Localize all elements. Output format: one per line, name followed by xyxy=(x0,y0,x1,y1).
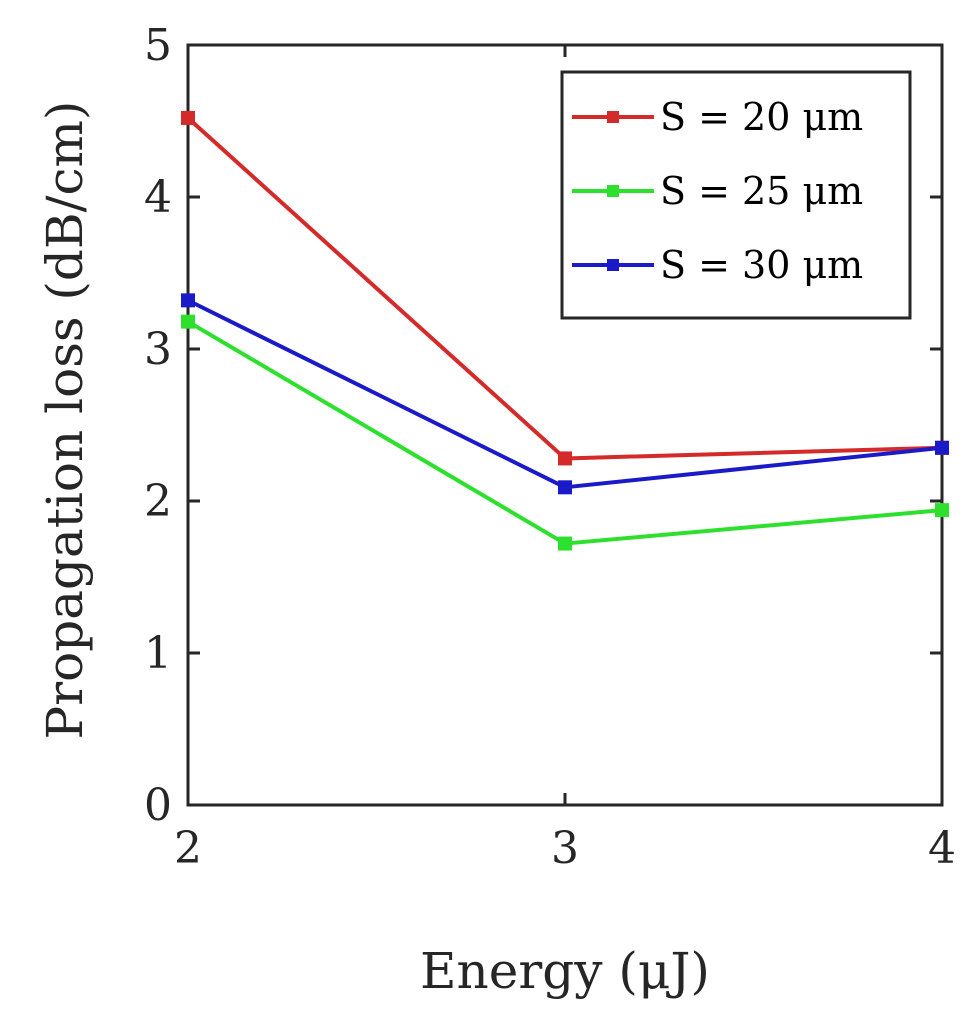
series-3-marker xyxy=(558,480,572,495)
y-tick-label: 1 xyxy=(144,628,172,679)
axes: 0 1 2 3 4 5 2 3 4 xyxy=(144,20,956,874)
legend-label-1: S = 20 μm xyxy=(660,95,863,139)
legend-box xyxy=(560,70,912,320)
legend-marker-1 xyxy=(607,111,619,123)
series-2-marker xyxy=(558,536,572,551)
series-1-marker xyxy=(181,110,195,125)
series-1-marker xyxy=(558,451,572,466)
y-tick-label: 5 xyxy=(144,20,172,71)
legend: S = 20 μm S = 25 μm S = 30 μm xyxy=(560,70,912,320)
series-group xyxy=(181,110,949,551)
legend-marker-2 xyxy=(607,185,619,197)
legend-marker-3 xyxy=(607,259,619,271)
y-tick-label: 4 xyxy=(144,172,172,223)
x-tick-label: 4 xyxy=(928,823,956,874)
series-3-marker xyxy=(935,440,949,455)
y-tick-label: 0 xyxy=(144,780,172,831)
x-axis-title: Energy (μJ) xyxy=(420,942,710,1000)
y-tick-label: 3 xyxy=(144,324,172,375)
series-3-marker xyxy=(181,293,195,308)
x-tick-label: 2 xyxy=(174,823,202,874)
y-tick-label: 2 xyxy=(144,476,172,527)
series-2-marker xyxy=(935,503,949,518)
legend-label-3: S = 30 μm xyxy=(660,243,863,287)
legend-label-2: S = 25 μm xyxy=(660,169,863,213)
series-2-marker xyxy=(181,314,195,329)
y-axis-title: Propagation loss (dB/cm) xyxy=(36,101,94,740)
x-tick-label: 3 xyxy=(551,823,579,874)
